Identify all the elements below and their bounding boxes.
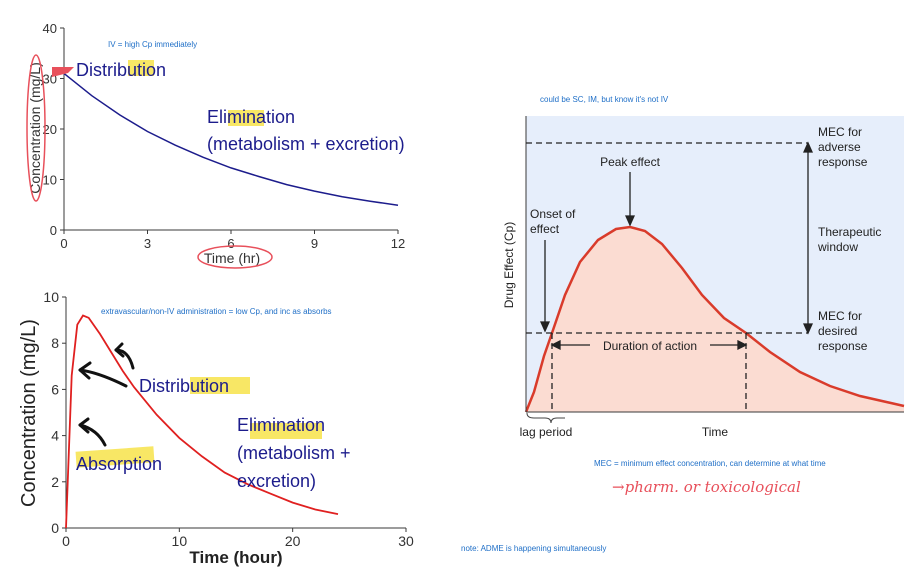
chart2-label-elimination-detail2: excretion) [237,471,316,491]
chart3-onset-arrow [539,240,551,333]
chart2-y-label: Concentration (mg/L) [18,319,40,507]
y-tick-label: 0 [51,520,59,536]
chart1-y-label: Concentration (mg/L) [27,62,43,194]
chart-iv: IV = high Cp immediately 0 3 6 9 12010203040… [26,21,405,269]
chart1-label-elimination: Elimination [207,107,295,127]
chart3-therapeutic-arrow [802,141,814,335]
y-tick-label: 20 [43,122,57,137]
chart2-series-line [65,314,339,529]
chart1-note: IV = high Cp immediately [108,40,197,49]
y-tick-label: 2 [51,474,59,490]
x-tick-label: 3 [144,236,151,251]
x-tick-label: 0 [60,236,67,251]
chart3-mec-desired-1: MEC for [818,309,862,323]
chart3-area-fill [526,227,904,412]
chart3-effect-curve [524,225,905,413]
adme-note: note: ADME is happening simultaneously [461,544,606,553]
chart2-label-absorption: Absorption [76,454,162,474]
chart-extravascular: 0 10 20 30 0 2 4 6 8 10 extravascular/non-IV admi… [18,289,414,567]
chart3-onset-label2: effect [530,222,560,236]
chart3-mec-adverse-3: response [818,155,868,169]
y-tick-label: 10 [43,173,57,188]
chart3-onset-label1: Onset of [530,207,576,221]
x-tick-label: 0 [62,533,70,549]
arrow-head-absorption [78,417,90,434]
chart3-x-label: Time [702,425,729,439]
chart3-y-label: Drug Effect (Cp) [502,222,516,308]
chart1-x-label-circle [197,245,273,269]
chart3-therapeutic-2: window [817,240,858,254]
chart3-duration-label-bg [590,337,710,353]
arrow-head-left [78,361,92,380]
chart3-mec-adverse-1: MEC for [818,125,862,139]
y-tick-label: 6 [51,381,59,397]
chart3-mec-adverse-2: adverse [818,140,861,154]
chart3-mec-desired-2: desired [818,324,857,338]
chart3-mec-desired-3: response [818,339,868,353]
chart3-duration-label: Duration of action [603,339,697,353]
chart1-y-label-circle [26,54,46,202]
chart2-label-elimination: Elimination [237,415,325,435]
chart3-handwritten-note: →pharm. or toxicological [612,478,801,496]
chart2-handdrawn-arrows [78,342,135,447]
chart1-label-distribution: Distribution [76,60,166,80]
chart2-highlight-absorption [75,446,155,468]
chart2-x-label: Time (hour) [189,548,282,567]
chart2-label-elimination-detail1: (metabolism + [237,443,351,463]
chart1-x-label: Time (hr) [204,250,260,266]
chart3-peak-arrow [624,172,636,227]
chart-drug-effect: could be SC, IM, but know it's not IV Du… [502,95,905,496]
chart2-label-distribution: Distribution [139,376,229,396]
chart3-note-top: could be SC, IM, but know it's not IV [540,95,669,104]
chart1-highlight-distribution [128,60,154,76]
y-tick-label: 4 [51,428,59,444]
x-tick-label: 10 [172,533,188,549]
x-tick-label: 12 [391,236,405,251]
x-tick-label: 30 [398,533,414,549]
chart1-red-marker [52,67,74,77]
y-tick-label: 0 [50,223,57,238]
chart3-lag-label: lag period [520,425,573,439]
chart1-series-line [63,72,399,207]
chart3-therapeutic-1: Therapeutic [818,225,881,239]
chart2-highlight-distribution [190,377,250,394]
x-tick-label: 6 [227,236,234,251]
chart2-highlight-elimination [250,423,322,439]
chart3-lag-bracket [526,412,565,424]
x-tick-label: 20 [285,533,301,549]
arrow-head-right [114,342,125,358]
arrow-to-peak-left [78,368,128,388]
y-tick-label: 40 [43,21,57,36]
chart3-peak-label: Peak effect [600,155,660,169]
x-tick-label: 9 [311,236,318,251]
y-tick-label: 10 [43,289,59,305]
chart1-label-elimination-detail: (metabolism + excretion) [207,134,405,154]
chart1-highlight-elimination [228,110,264,126]
chart2-note: extravascular/non-IV administration = lo… [101,307,332,316]
chart3-note-bottom: MEC = minimum effect concentration, can … [594,459,826,468]
y-tick-label: 8 [51,335,59,351]
